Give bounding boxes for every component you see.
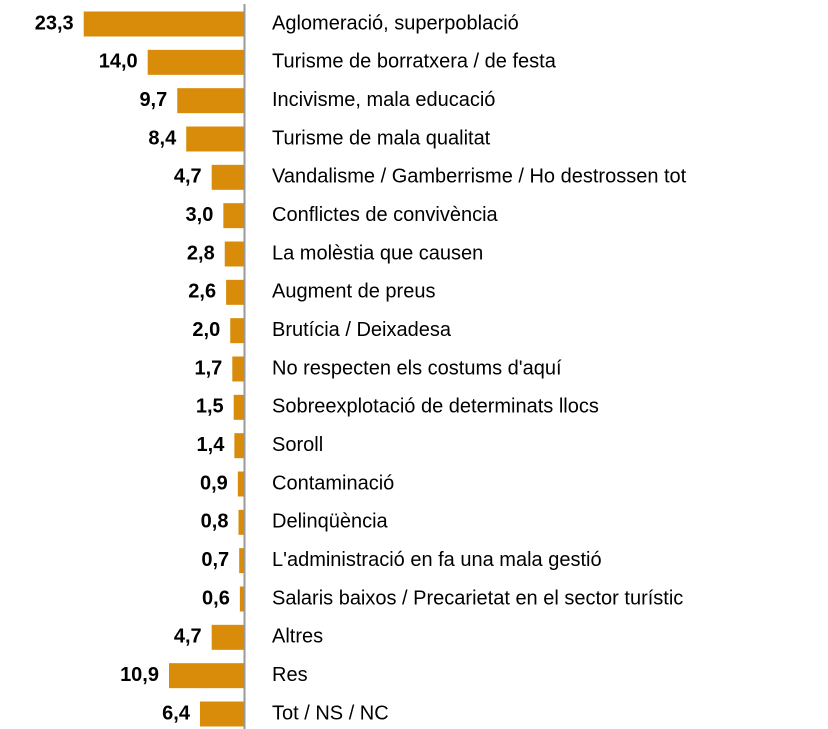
category-label: No respecten els costums d'aquí bbox=[272, 357, 562, 379]
bar bbox=[169, 663, 244, 689]
category-label: Turisme de mala qualitat bbox=[272, 127, 491, 149]
value-label: 1,4 bbox=[197, 434, 226, 456]
bar bbox=[177, 88, 244, 114]
category-label: Contaminació bbox=[272, 472, 394, 494]
category-label: La molèstia que causen bbox=[272, 242, 483, 264]
category-label: Res bbox=[272, 664, 308, 686]
category-label: Incivisme, mala educació bbox=[272, 89, 495, 111]
category-label: Conflictes de convivència bbox=[272, 204, 499, 226]
bar bbox=[238, 509, 244, 535]
category-label: Vandalisme / Gamberrisme / Ho destrossen… bbox=[272, 166, 687, 188]
category-label: L'administració en fa una mala gestió bbox=[272, 549, 602, 571]
bar bbox=[223, 203, 244, 229]
category-label: Soroll bbox=[272, 434, 323, 456]
category-label: Salaris baixos / Precarietat en el secto… bbox=[272, 587, 683, 609]
bar bbox=[232, 356, 244, 382]
bar bbox=[147, 49, 244, 75]
value-label: 4,7 bbox=[174, 166, 202, 188]
category-label: Tot / NS / NC bbox=[272, 702, 389, 724]
bar bbox=[224, 241, 244, 267]
value-label: 9,7 bbox=[139, 89, 167, 111]
value-label: 10,9 bbox=[120, 664, 159, 686]
bar bbox=[211, 164, 244, 190]
bar bbox=[226, 279, 244, 305]
category-label: Augment de preus bbox=[272, 281, 435, 303]
value-label: 1,5 bbox=[196, 396, 224, 418]
value-label: 0,7 bbox=[201, 549, 229, 571]
bar bbox=[83, 11, 244, 37]
category-label: Aglomeració, superpoblació bbox=[272, 12, 519, 34]
value-label: 0,6 bbox=[202, 587, 230, 609]
category-label: Altres bbox=[272, 626, 323, 648]
bar bbox=[186, 126, 244, 152]
bar bbox=[237, 471, 244, 497]
category-label: Sobreexplotació de determinats llocs bbox=[272, 396, 599, 418]
value-label: 2,6 bbox=[188, 281, 216, 303]
category-label: Brutícia / Deixadesa bbox=[272, 319, 452, 341]
bar bbox=[211, 624, 244, 650]
value-label: 2,0 bbox=[192, 319, 220, 341]
bar bbox=[233, 394, 244, 420]
value-label: 8,4 bbox=[148, 127, 177, 149]
value-label: 3,0 bbox=[186, 204, 214, 226]
bar bbox=[239, 548, 244, 574]
value-label: 0,9 bbox=[200, 472, 228, 494]
value-label: 23,3 bbox=[35, 12, 74, 34]
bar bbox=[239, 586, 244, 612]
value-label: 6,4 bbox=[162, 702, 191, 724]
value-label: 14,0 bbox=[99, 51, 138, 73]
bar bbox=[230, 318, 244, 344]
value-label: 2,8 bbox=[187, 242, 215, 264]
value-label: 0,8 bbox=[201, 511, 229, 533]
category-label: Turisme de borratxera / de festa bbox=[272, 51, 557, 73]
value-label: 4,7 bbox=[174, 626, 202, 648]
category-label: Delinqüència bbox=[272, 511, 389, 533]
bar bbox=[199, 701, 244, 727]
bar bbox=[234, 433, 244, 459]
value-label: 1,7 bbox=[194, 357, 222, 379]
